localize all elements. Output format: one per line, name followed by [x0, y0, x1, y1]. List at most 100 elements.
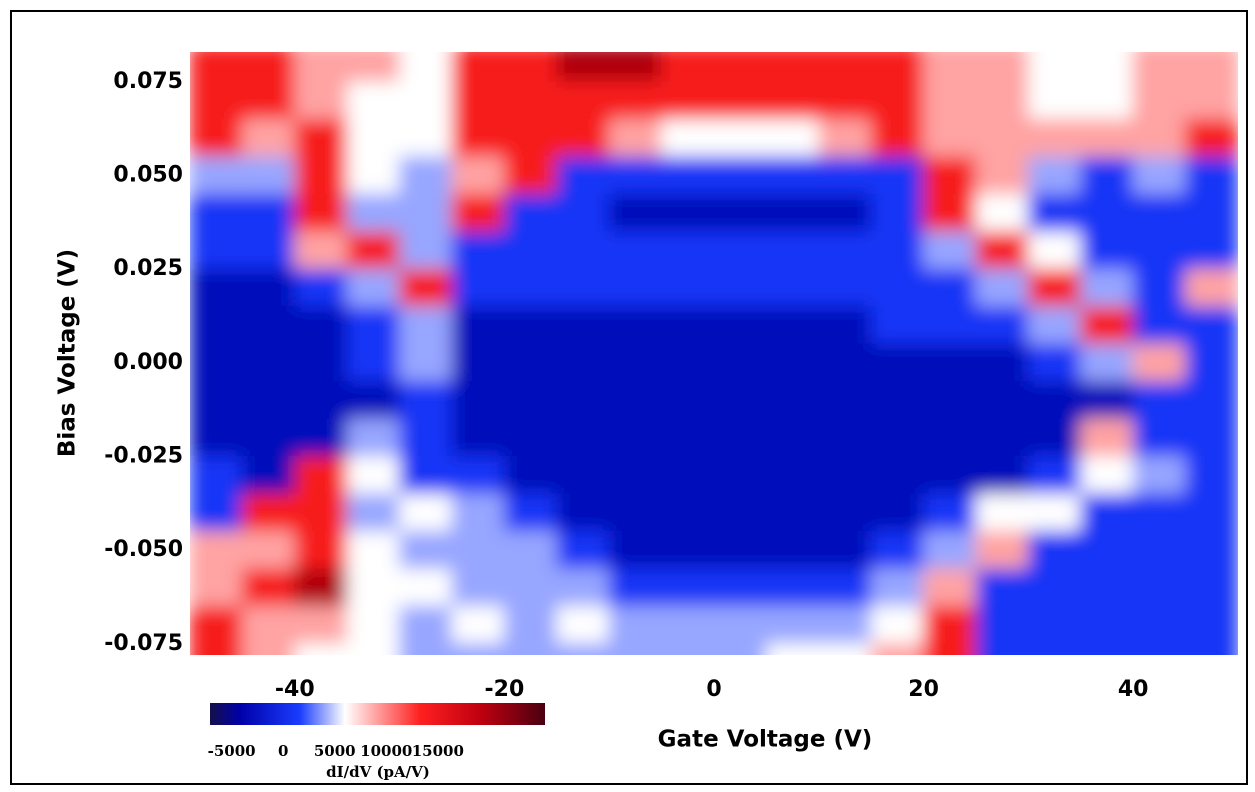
heatmap-cell [1080, 306, 1133, 344]
heatmap-cell [714, 81, 767, 119]
heatmap-cell [347, 606, 400, 644]
heatmap-cell [190, 568, 243, 606]
heatmap-cell [609, 531, 662, 569]
heatmap-cell [294, 156, 347, 194]
x-axis-title: Gate Voltage (V) [658, 727, 873, 753]
heatmap-cell [714, 568, 767, 606]
heatmap-cell [1133, 269, 1186, 307]
heatmap-cell [504, 344, 557, 382]
heatmap-cell [818, 568, 871, 606]
heatmap-cell [452, 44, 505, 82]
heatmap-cell [609, 81, 662, 119]
heatmap-cell [1133, 231, 1186, 269]
x-tick-label: -20 [485, 677, 525, 702]
x-tick-label: 20 [908, 677, 939, 702]
heatmap-cell [871, 456, 924, 494]
x-tick-label: -40 [275, 677, 315, 702]
heatmap-cell [504, 119, 557, 157]
heatmap-cell [714, 119, 767, 157]
heatmap-cell [923, 119, 976, 157]
heatmap-cell [294, 568, 347, 606]
heatmap-cell [923, 306, 976, 344]
heatmap-cell [976, 419, 1029, 457]
heatmap-cell [818, 419, 871, 457]
heatmap-cell [871, 568, 924, 606]
heatmap-cell [190, 493, 243, 531]
heatmap-cell [556, 81, 609, 119]
heatmap-cell [1185, 344, 1238, 382]
heatmap-cell [452, 568, 505, 606]
heatmap-cell [661, 194, 714, 232]
heatmap-cell [871, 306, 924, 344]
heatmap-cell [190, 531, 243, 569]
heatmap-cell [347, 306, 400, 344]
heatmap-cell [1133, 344, 1186, 382]
heatmap-cell [190, 606, 243, 644]
heatmap-cell [399, 419, 452, 457]
heatmap-cell [818, 156, 871, 194]
heatmap-cell [1080, 531, 1133, 569]
heatmap-cell [242, 44, 295, 82]
heatmap-cell [242, 194, 295, 232]
heatmap-cell [661, 531, 714, 569]
y-tick-label: 0.075 [113, 69, 183, 94]
heatmap-cell [347, 419, 400, 457]
heatmap-cell [976, 156, 1029, 194]
heatmap-cell [1080, 344, 1133, 382]
heatmap-cell [1185, 493, 1238, 531]
heatmap-cell [661, 568, 714, 606]
heatmap-cell [1028, 119, 1081, 157]
heatmap-cell [190, 381, 243, 419]
heatmap-cell [714, 531, 767, 569]
heatmap-cell [190, 419, 243, 457]
heatmap-cell [452, 156, 505, 194]
heatmap-cell [1185, 531, 1238, 569]
y-tick-label: -0.025 [104, 443, 183, 468]
heatmap-cell [714, 493, 767, 531]
heatmap-cell [609, 269, 662, 307]
heatmap-cell [976, 119, 1029, 157]
heatmap-cell [661, 344, 714, 382]
x-tick-label: 0 [706, 677, 721, 702]
heatmap-cell [766, 531, 819, 569]
heatmap-cell [294, 381, 347, 419]
heatmap-cell [242, 306, 295, 344]
heatmap-cell [504, 156, 557, 194]
heatmap-cell [1185, 306, 1238, 344]
heatmap-cell [399, 269, 452, 307]
plot-area [190, 44, 1239, 682]
heatmap-cell [714, 269, 767, 307]
heatmap-cell [609, 568, 662, 606]
heatmap-cell [294, 456, 347, 494]
heatmap-cell [1185, 231, 1238, 269]
heatmap-cell [766, 156, 819, 194]
heatmap-cell [242, 493, 295, 531]
heatmap-cell [1185, 156, 1238, 194]
heatmap-cell [452, 531, 505, 569]
heatmap-cell [347, 493, 400, 531]
heatmap-cell [242, 269, 295, 307]
heatmap-cell [766, 119, 819, 157]
heatmap-cell [399, 456, 452, 494]
heatmap-cell [242, 119, 295, 157]
heatmap-cell [1080, 456, 1133, 494]
heatmap-cell [556, 231, 609, 269]
heatmap-cell [1028, 344, 1081, 382]
heatmap-cell [1080, 81, 1133, 119]
heatmap-cell [714, 44, 767, 82]
heatmap-cell [1028, 44, 1081, 82]
heatmap-cell [452, 643, 505, 681]
heatmap-cell [871, 269, 924, 307]
colorbar-label: dI/dV (pA/V) [326, 763, 430, 781]
heatmap-cell [871, 44, 924, 82]
heatmap-cell [1185, 456, 1238, 494]
colorbar-tick-label: 10000 [360, 742, 412, 760]
heatmap-cell [871, 231, 924, 269]
heatmap-cell [504, 194, 557, 232]
heatmap-cell [190, 643, 243, 681]
heatmap-cell [609, 643, 662, 681]
heatmap-cell [1080, 643, 1133, 681]
heatmap-cell [1133, 419, 1186, 457]
heatmap-cell [556, 119, 609, 157]
